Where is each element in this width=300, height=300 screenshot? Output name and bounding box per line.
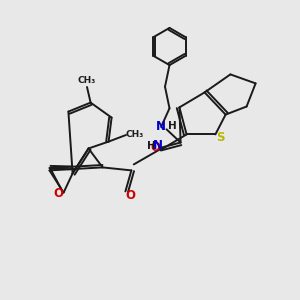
Text: H: H — [168, 121, 177, 131]
Text: O: O — [53, 187, 63, 200]
Text: N: N — [155, 120, 166, 134]
Text: O: O — [150, 141, 160, 154]
Text: O: O — [126, 189, 136, 202]
Text: N: N — [153, 139, 163, 152]
Text: H: H — [146, 141, 155, 151]
Text: CH₃: CH₃ — [125, 130, 143, 139]
Text: S: S — [217, 131, 225, 144]
Text: CH₃: CH₃ — [78, 76, 96, 85]
